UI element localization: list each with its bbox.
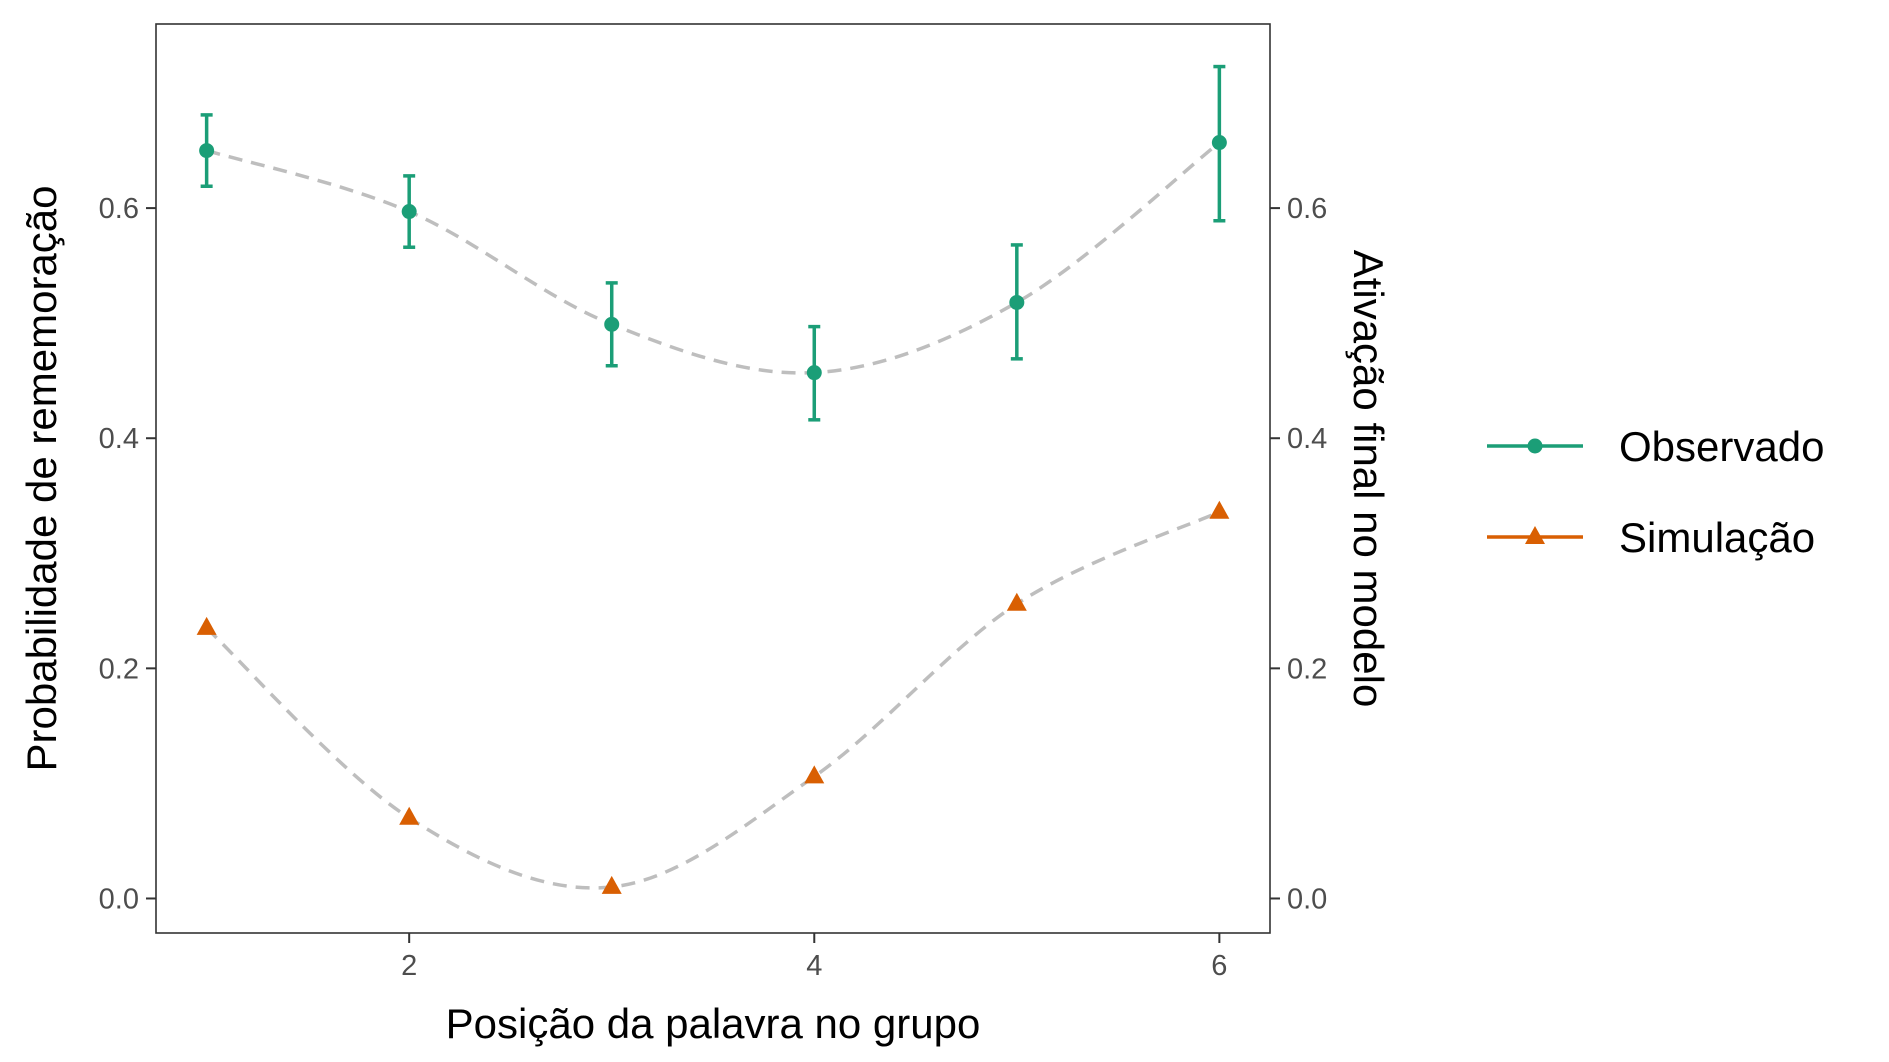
y-axis-left: 0.0 0.2 0.4 0.6 xyxy=(99,193,156,915)
data-point-observado xyxy=(199,143,215,159)
y-tick-label: 0.4 xyxy=(99,423,139,455)
trend-lines xyxy=(205,141,1221,890)
data-point-simulacao xyxy=(804,765,825,784)
y-axis-right: 0.0 0.2 0.4 0.6 xyxy=(1270,193,1327,915)
data-point-observado xyxy=(1009,294,1025,310)
data-points xyxy=(196,135,1230,894)
legend-item-2: Simulação xyxy=(1487,514,1815,561)
data-point-observado xyxy=(401,204,417,220)
x-axis: 2 4 6 xyxy=(401,933,1227,982)
legend-key-circle xyxy=(1527,438,1543,454)
data-point-simulacao xyxy=(601,875,622,894)
y-tick-label: 0.6 xyxy=(99,193,139,225)
legend: Observado Simulação xyxy=(1487,423,1824,561)
panel-border xyxy=(155,23,1271,934)
data-point-observado xyxy=(806,365,822,381)
y-axis-title: Probabilidade de rememoração xyxy=(18,185,65,771)
data-point-simulacao xyxy=(196,616,217,635)
y2-tick-label: 0.4 xyxy=(1287,423,1327,455)
trend-line-1 xyxy=(206,141,1221,375)
data-point-observado xyxy=(1211,135,1227,151)
legend-label: Simulação xyxy=(1619,514,1815,561)
x-tick-label: 4 xyxy=(806,950,822,982)
y2-tick-label: 0.2 xyxy=(1287,653,1327,685)
legend-item-1: Observado xyxy=(1487,423,1824,470)
data-point-observado xyxy=(604,316,620,332)
trend-line-2 xyxy=(205,510,1221,890)
data-point-simulacao xyxy=(1006,592,1027,611)
y2-tick-label: 0.0 xyxy=(1287,883,1327,915)
y-tick-label: 0.2 xyxy=(99,653,139,685)
y2-axis-title: Ativação final no modelo xyxy=(1345,250,1392,708)
data-point-simulacao xyxy=(399,806,420,825)
y-tick-label: 0.0 xyxy=(99,883,139,915)
y2-tick-label: 0.6 xyxy=(1287,193,1327,225)
legend-key-triangle xyxy=(1525,526,1545,544)
legend-label: Observado xyxy=(1619,423,1824,470)
x-tick-label: 2 xyxy=(401,950,417,982)
data-point-simulacao xyxy=(1209,500,1230,519)
x-tick-label: 6 xyxy=(1211,950,1227,982)
x-axis-title: Posição da palavra no grupo xyxy=(446,1000,981,1047)
